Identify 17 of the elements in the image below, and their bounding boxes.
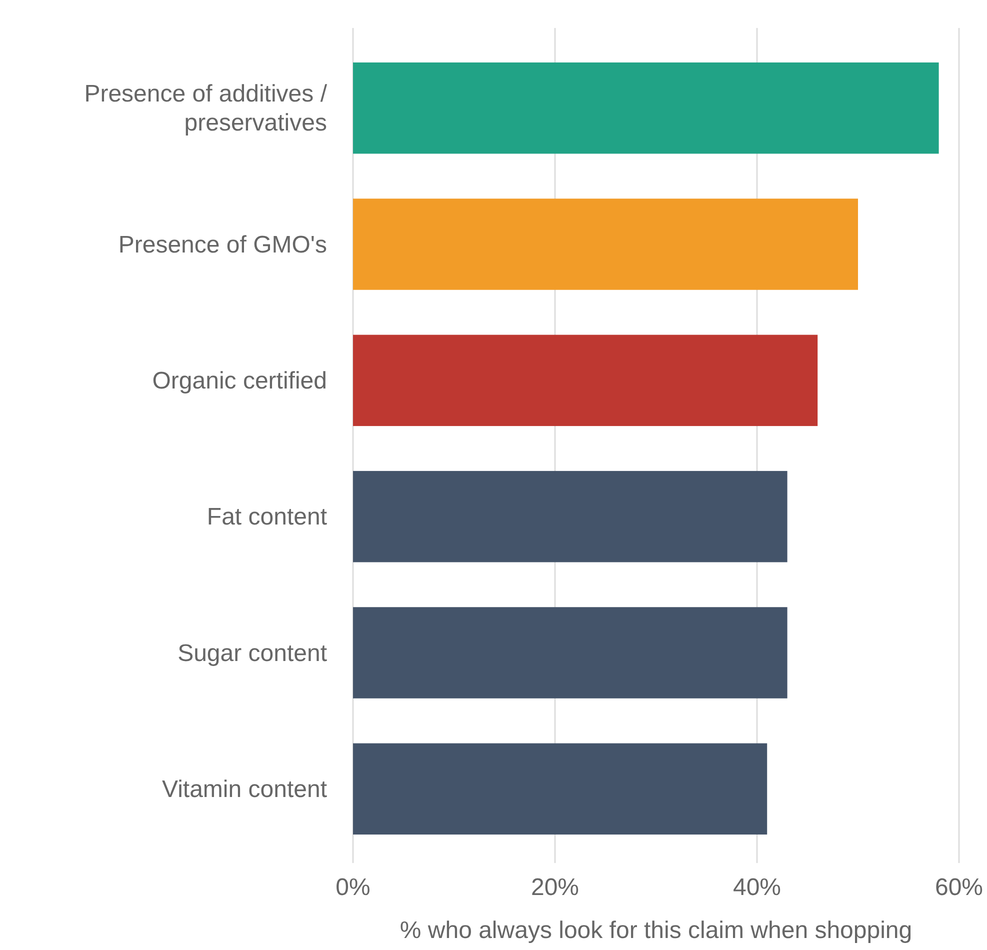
bar bbox=[353, 470, 788, 562]
y-tick-label: Organic certified bbox=[152, 367, 327, 394]
y-tick-label: Fat content bbox=[206, 504, 328, 531]
bar bbox=[353, 334, 818, 426]
y-tick-label: Sugar content bbox=[178, 640, 328, 667]
y-tick-label: Presence of additives / preservatives bbox=[84, 80, 328, 137]
bar bbox=[353, 198, 858, 290]
bar bbox=[353, 743, 768, 835]
y-tick-label: Vitamin content bbox=[162, 776, 328, 803]
x-tick-label: 0% bbox=[336, 874, 370, 901]
x-tick-label: 60% bbox=[934, 874, 984, 901]
x-axis-title: % who always look for this claim when shopping bbox=[400, 917, 912, 944]
bar bbox=[353, 607, 788, 698]
x-tick-label: 40% bbox=[732, 874, 782, 901]
bar bbox=[353, 62, 939, 154]
y-tick-label: Presence of GMO's bbox=[118, 231, 327, 258]
x-tick-label: 20% bbox=[530, 874, 580, 901]
